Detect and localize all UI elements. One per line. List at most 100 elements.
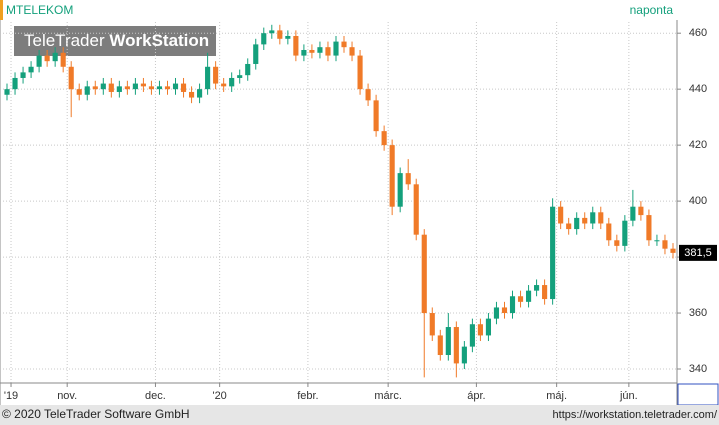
candle-body: [389, 145, 395, 207]
candle-body: [421, 234, 427, 314]
candle-body: [132, 83, 138, 90]
candle-body: [76, 89, 82, 95]
candle-body: [670, 248, 676, 253]
x-tick-label: dec.: [145, 390, 166, 402]
candle-body: [124, 86, 130, 90]
candle-body: [277, 30, 283, 39]
candle-body: [301, 49, 307, 56]
candle-body: [525, 290, 532, 302]
candle-body: [148, 86, 155, 90]
y-tick-label: 420: [689, 139, 707, 151]
candle-body: [261, 33, 267, 45]
candle-body: [517, 296, 524, 302]
plot: [3, 22, 677, 383]
candle-body: [373, 100, 379, 132]
candle-body: [285, 35, 291, 39]
candle-body: [317, 47, 323, 53]
candle-body: [461, 346, 467, 364]
x-tick-label: nov.: [57, 390, 77, 402]
y-tick-label: 360: [689, 307, 707, 319]
y-tick-label: 400: [689, 195, 707, 207]
candle-body: [156, 86, 163, 90]
x-tick-label: ápr.: [467, 390, 485, 402]
footer: [0, 405, 719, 425]
candle-body: [341, 41, 347, 48]
watermark-box: [14, 26, 216, 56]
candle-body: [20, 72, 26, 78]
footer-left: © 2020 TeleTrader Software GmbH: [2, 407, 190, 421]
y-tick-label: 440: [689, 83, 707, 95]
x-tick-label: jún.: [619, 390, 638, 402]
candle-body: [84, 86, 90, 95]
candle-body: [60, 52, 66, 67]
candle-body: [550, 206, 556, 300]
candle-body: [309, 49, 315, 53]
candle-body: [397, 173, 403, 207]
candle-body: [188, 91, 195, 98]
title-marker: [0, 0, 3, 20]
x-tick-label: febr.: [297, 390, 318, 402]
candle-body: [229, 77, 235, 87]
candle-body: [333, 41, 339, 56]
candle-body: [325, 47, 331, 56]
candle-body: [213, 66, 219, 84]
candle-body: [100, 83, 106, 90]
candle-body: [237, 75, 243, 78]
candle-body: [108, 83, 114, 92]
footer-right: https://workstation.teletrader.com/: [553, 409, 718, 421]
candle-body: [381, 131, 387, 146]
candle-body: [221, 83, 227, 87]
candle-body: [245, 63, 251, 76]
candle-body: [437, 335, 443, 356]
candle-body: [622, 220, 628, 246]
x-tick-label: máj.: [546, 390, 567, 402]
candle-body: [172, 83, 179, 90]
candle-body: [92, 86, 98, 90]
candle-body: [654, 240, 660, 242]
candle-body: [445, 327, 451, 356]
candle-body: [405, 173, 411, 185]
candle-body: [164, 86, 171, 90]
candle-body: [293, 35, 299, 56]
candle-body: [4, 89, 10, 95]
candle-body: [630, 206, 636, 221]
x-tick-label: '20: [212, 390, 226, 402]
candle-body: [253, 44, 259, 64]
last-price-label: 381,5: [684, 247, 712, 259]
candle-body: [44, 55, 50, 62]
candle-body: [36, 55, 42, 67]
candle-body: [534, 285, 540, 291]
last-price-box: [679, 244, 717, 261]
watermark: TeleTrader WorkStation: [24, 31, 209, 50]
candle-body: [638, 206, 644, 216]
x-tick-label: '19: [4, 390, 18, 402]
candle-body: [542, 285, 548, 300]
candle-body: [501, 307, 508, 314]
candle-body: [574, 217, 580, 230]
x-tick-label: márc.: [374, 390, 402, 402]
candle-body: [413, 184, 419, 235]
candle-body: [493, 307, 500, 319]
candle-body: [662, 240, 668, 249]
candle-body: [140, 83, 146, 87]
candle-body: [606, 223, 612, 241]
chart-title: MTELEKOM: [6, 3, 73, 17]
candle-body: [614, 240, 620, 246]
candle-body: [357, 55, 363, 90]
candle-body: [349, 47, 355, 56]
candle-body: [469, 324, 475, 347]
candle-body: [12, 77, 18, 90]
watermark-bold: WorkStation: [109, 31, 209, 50]
candle-body: [197, 89, 203, 98]
candle-body: [365, 89, 371, 101]
y-tick-label: 460: [689, 27, 707, 39]
candle-body: [582, 217, 588, 224]
candle-body: [558, 206, 564, 224]
candle-body: [485, 318, 492, 336]
candle-body: [429, 313, 435, 336]
candle-body: [180, 83, 187, 92]
candle-body: [598, 212, 604, 224]
y-tick-label: 340: [689, 363, 707, 375]
candle-body: [453, 327, 459, 364]
